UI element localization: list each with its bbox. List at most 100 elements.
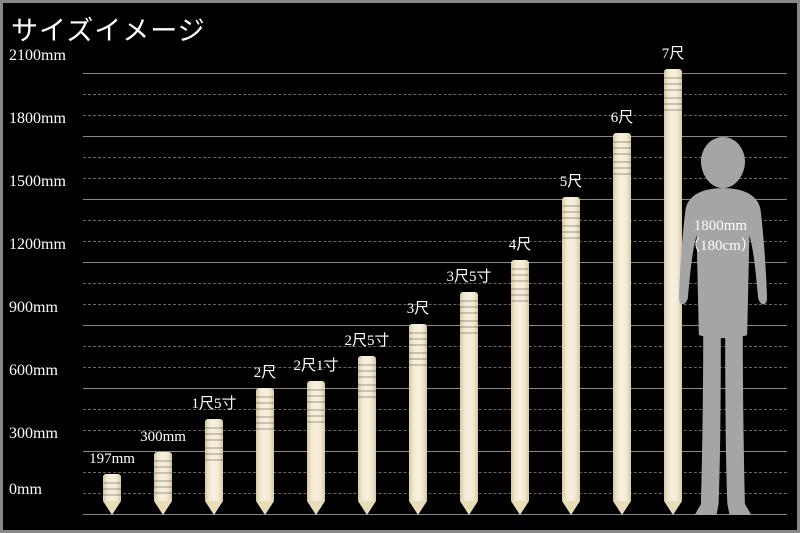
stake-notch (511, 280, 529, 282)
stake-tip (154, 501, 172, 515)
stake-notch (409, 364, 427, 366)
stake-notch (460, 300, 478, 302)
stake-notch (562, 211, 580, 213)
stake-notch (154, 472, 172, 474)
stake (103, 474, 121, 515)
stake-label: 6尺 (611, 106, 634, 127)
stake-body (562, 197, 580, 501)
stake-notch (409, 358, 427, 360)
stake-notch (205, 439, 223, 441)
stake-body (307, 381, 325, 501)
stake-notch (154, 480, 172, 482)
y-axis-label: 900mm (9, 299, 58, 317)
stake-notch (205, 459, 223, 461)
stake (613, 133, 631, 515)
stake-tip (460, 501, 478, 515)
stake-tip (256, 501, 274, 515)
chart-frame: サイズイメージ 0mm300mm600mm900mm1200mm1500mm18… (0, 0, 800, 533)
stake-notch (409, 332, 427, 334)
stake (154, 452, 172, 515)
stake-label: 7尺 (662, 42, 685, 63)
y-axis-label: 600mm (9, 362, 58, 380)
chart-area: 0mm 300mm 600mm 900mm 1200mm 1500mm 1800mm 2100… (3, 48, 797, 515)
stake-notch (307, 401, 325, 403)
stake-body (358, 356, 376, 501)
stake-notch (613, 167, 631, 169)
stake (562, 197, 580, 515)
stake-label: 2尺 (254, 361, 277, 382)
stake-notch (562, 237, 580, 239)
stake-tip (205, 501, 223, 515)
stake-notch (307, 389, 325, 391)
y-axis-label: 0mm (9, 481, 42, 499)
stake-notch (205, 453, 223, 455)
stake (205, 419, 223, 515)
stake-notch (511, 268, 529, 270)
stake-label: 300mm (140, 429, 186, 446)
stake-notch (460, 332, 478, 334)
stake-notch (460, 326, 478, 328)
stake-notch (613, 141, 631, 143)
stake-notch (358, 390, 376, 392)
stake-label: 5尺 (560, 170, 583, 191)
stake-notch (205, 433, 223, 435)
stake-notch (154, 466, 172, 468)
stake-notch (562, 205, 580, 207)
stake-tip (562, 501, 580, 515)
stake-notch (409, 352, 427, 354)
stake-tip (307, 501, 325, 515)
stake (511, 260, 529, 515)
stake-notch (460, 312, 478, 314)
stake-notch (307, 421, 325, 423)
stake-body (205, 419, 223, 501)
stake-notch (154, 486, 172, 488)
person-silhouette (668, 137, 778, 515)
stake-notch (358, 364, 376, 366)
y-axis-label: 2100mm (9, 47, 66, 65)
person-label: 1800mm（180cm） (685, 217, 756, 256)
person-label-line2: （180cm） (685, 237, 756, 257)
stake (256, 388, 274, 515)
stake-notch (562, 231, 580, 233)
stake-notch (409, 344, 427, 346)
stake (307, 381, 325, 515)
stake-notch (256, 428, 274, 430)
stake-notch (256, 402, 274, 404)
stake (358, 356, 376, 515)
stake-label: 2尺5寸 (344, 329, 389, 350)
stake-body (511, 260, 529, 501)
stake-notch (613, 153, 631, 155)
stake-notch (307, 415, 325, 417)
stake-notch (154, 460, 172, 462)
stake-notch (664, 109, 682, 111)
stake-notch (205, 447, 223, 449)
stake-label: 2尺1寸 (293, 354, 338, 375)
stake-body (409, 324, 427, 501)
y-axis-label: 300mm (9, 425, 58, 443)
stake-notch (460, 320, 478, 322)
stake-notch (154, 492, 172, 494)
stake-notch (511, 274, 529, 276)
stake-notch (460, 306, 478, 308)
stake-notch (664, 97, 682, 99)
stake-notch (562, 225, 580, 227)
y-axis-label: 1200mm (9, 236, 66, 254)
stake-notch (511, 294, 529, 296)
stake-label: 197mm (89, 451, 135, 468)
stake-body (613, 133, 631, 501)
stake-tip (103, 501, 121, 515)
stake-notch (613, 173, 631, 175)
stake-notch (256, 416, 274, 418)
stake-notch (103, 494, 121, 496)
stake-notch (613, 161, 631, 163)
y-axis-label: 1500mm (9, 173, 66, 191)
stake-label: 3尺5寸 (446, 265, 491, 286)
y-axis-label: 1800mm (9, 110, 66, 128)
stake-label: 4尺 (509, 233, 532, 254)
stake-notch (664, 89, 682, 91)
stake (460, 292, 478, 515)
stake-body (460, 292, 478, 501)
stake-notch (307, 409, 325, 411)
stake-label: 3尺 (407, 297, 430, 318)
stake-notch (409, 338, 427, 340)
